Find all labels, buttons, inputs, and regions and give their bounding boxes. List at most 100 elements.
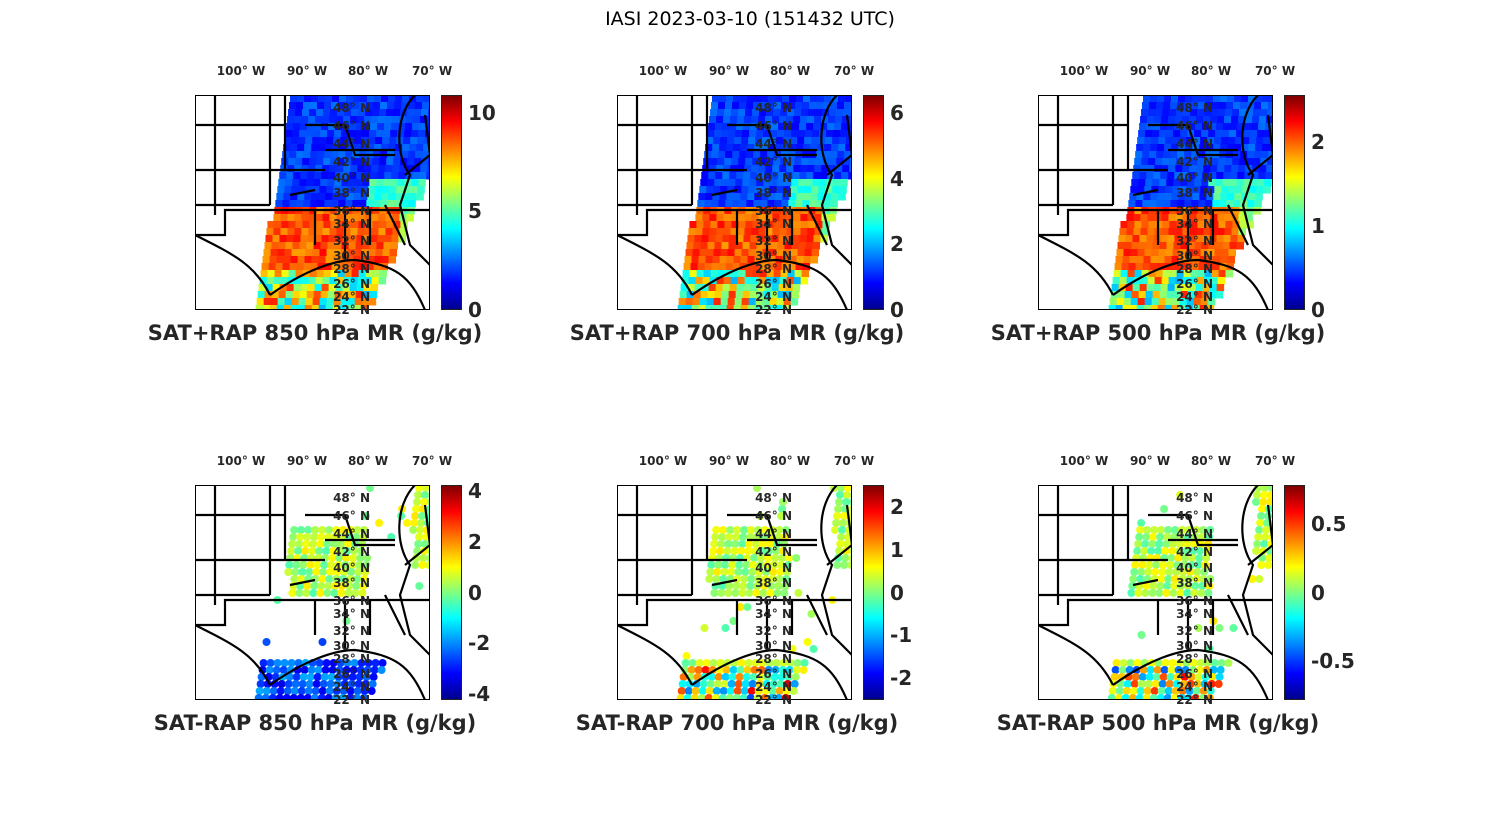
data-cell: [1174, 666, 1183, 674]
data-cell: [1146, 666, 1155, 674]
data-cell: [405, 123, 413, 131]
data-cell: [734, 568, 743, 576]
data-cell: [1155, 589, 1164, 597]
data-cell: [297, 144, 305, 152]
lat-tick-label: 38° N: [333, 576, 370, 590]
data-cell: [739, 533, 748, 541]
data-cell: [275, 200, 283, 208]
data-cell: [810, 95, 818, 103]
colorbar: [1284, 485, 1305, 700]
data-cell: [710, 589, 719, 597]
data-cell: [1201, 291, 1210, 299]
data-cell: [1158, 137, 1166, 145]
data-cell: [343, 277, 352, 285]
data-cell: [738, 221, 746, 229]
data-cell: [800, 659, 809, 667]
data-cell: [1240, 102, 1248, 110]
data-cell: [814, 165, 822, 173]
data-cell: [296, 694, 305, 700]
lat-tick-label: 36° N: [755, 594, 792, 608]
data-cell: [345, 102, 353, 110]
data-cell: [1267, 109, 1273, 117]
data-cell: [685, 249, 694, 257]
data-cell: [309, 221, 317, 229]
data-cell: [741, 298, 750, 306]
lat-tick-label: 30° N: [1176, 639, 1213, 653]
data-cell: [731, 270, 740, 278]
data-cell: [340, 298, 349, 306]
data-cell: [782, 526, 791, 534]
data-cell: [699, 186, 707, 194]
data-cell: [766, 270, 775, 278]
data-cell: [388, 95, 396, 103]
data-cell: [358, 221, 366, 229]
data-cell: [788, 102, 796, 110]
data-cell: [330, 109, 338, 117]
data-cell: [731, 109, 739, 117]
lat-tick-label: 34° N: [1176, 607, 1213, 621]
data-cell: [741, 680, 750, 688]
data-cell: [388, 144, 396, 152]
data-cell: [695, 277, 704, 285]
data-cell: [378, 228, 386, 236]
data-cell: [747, 193, 755, 201]
data-cell: [386, 109, 394, 117]
data-cell: [1224, 165, 1232, 173]
data-cell: [301, 547, 310, 555]
lat-tick-label: 48° N: [755, 491, 792, 505]
data-cell: [725, 102, 733, 110]
data-cell: [760, 263, 769, 271]
data-cell: [349, 123, 357, 131]
data-cell: [298, 137, 306, 145]
data-cell: [1121, 263, 1130, 271]
map-panel: 48° N 46° N 44° N 42° N 40° N 38° N 36° N 34° N…: [570, 64, 1037, 395]
data-cell: [332, 305, 341, 310]
data-cell: [777, 130, 785, 138]
data-cell: [789, 95, 797, 103]
state-boundary: [195, 234, 427, 310]
data-cell: [1134, 158, 1142, 166]
data-cell: [1126, 659, 1135, 667]
data-cell: [755, 249, 764, 257]
data-cell: [362, 673, 371, 681]
data-cell: [303, 200, 311, 208]
lon-tick-label: 100° W: [216, 454, 266, 468]
data-cell: [1199, 144, 1207, 152]
data-cell: [704, 200, 712, 208]
data-cell: [792, 666, 801, 674]
data-cell: [797, 186, 805, 194]
data-cell: [1141, 540, 1150, 548]
data-cell: [793, 228, 801, 236]
data-cell: [285, 673, 294, 681]
data-cell: [746, 694, 755, 700]
data-cell: [777, 512, 786, 520]
data-cell: [313, 242, 321, 250]
data-cell: [1206, 95, 1214, 103]
data-cell: [1204, 221, 1212, 229]
data-cell: [1174, 284, 1183, 292]
data-cell: [771, 554, 780, 562]
data-cell: [768, 193, 776, 201]
data-cell: [747, 144, 755, 152]
data-cell: [297, 305, 306, 310]
data-cell: [291, 249, 300, 257]
colorbar-tick-label: -0.5: [1311, 648, 1355, 673]
data-cell: [269, 256, 278, 264]
data-cell: [353, 687, 362, 695]
data-cell: [356, 123, 364, 131]
data-cell: [1254, 102, 1262, 110]
data-cell: [1131, 179, 1139, 187]
lat-tick-label: 32° N: [755, 234, 792, 248]
state-boundary: [690, 485, 852, 656]
data-cell: [1159, 561, 1168, 569]
data-cell: [303, 102, 311, 110]
data-cell: [750, 554, 759, 562]
data-cell: [700, 624, 709, 632]
data-cell: [1125, 235, 1133, 243]
data-cell: [317, 200, 325, 208]
data-cell: [799, 666, 808, 674]
data-cell: [1197, 589, 1206, 597]
data-cell: [315, 547, 324, 555]
data-cell: [708, 123, 716, 131]
data-cell: [1156, 151, 1164, 159]
